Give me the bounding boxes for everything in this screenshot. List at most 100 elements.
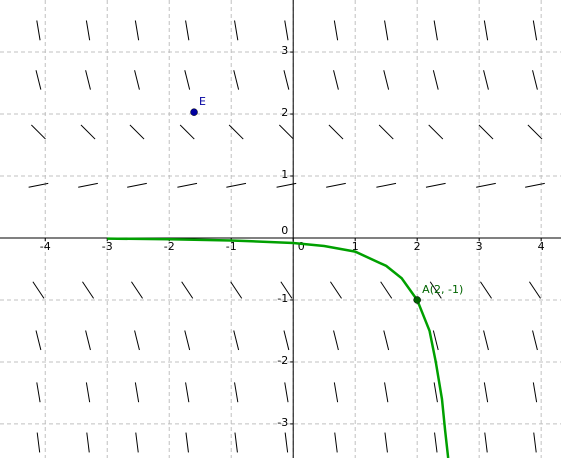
- slope-segment: [283, 70, 290, 90]
- slope-segment: [280, 281, 293, 299]
- y-tick-label: 3: [281, 44, 288, 57]
- slope-segment: [376, 182, 397, 188]
- slope-segment: [233, 70, 240, 90]
- slope-segment: [480, 281, 492, 299]
- x-tick-label: -3: [102, 240, 113, 253]
- slope-segment: [529, 281, 541, 299]
- x-tick-label: 3: [476, 240, 483, 253]
- point-label: A(2, -1): [422, 283, 463, 296]
- slope-segment: [330, 281, 342, 299]
- slope-segment: [378, 124, 394, 140]
- slope-segment: [432, 330, 439, 351]
- y-tick-label: 2: [281, 106, 288, 119]
- slope-segment: [384, 432, 388, 453]
- slope-segment: [425, 182, 446, 188]
- slope-segment: [36, 20, 41, 41]
- point: [413, 296, 421, 304]
- slope-segment: [283, 330, 290, 351]
- slope-segment: [276, 182, 297, 188]
- slope-segment: [31, 124, 46, 140]
- slope-segment: [234, 20, 239, 41]
- slope-segment: [434, 432, 438, 453]
- slope-segment: [483, 330, 489, 351]
- slope-segment: [134, 382, 140, 403]
- slope-segment: [432, 70, 439, 90]
- y-tick-label: -1: [277, 292, 288, 305]
- slope-segment: [527, 124, 543, 140]
- slope-segment: [380, 281, 393, 299]
- slope-segment: [228, 124, 244, 140]
- slope-segment: [177, 182, 198, 188]
- slope-segment: [284, 432, 289, 453]
- slope-segment: [28, 182, 49, 188]
- slope-segment: [233, 330, 240, 351]
- slope-segment: [184, 70, 191, 90]
- slope-segment: [428, 124, 444, 140]
- slope-segment: [333, 382, 339, 403]
- slope-segment: [181, 281, 194, 299]
- slope-segment: [135, 432, 139, 453]
- x-tick-label: -4: [40, 240, 51, 253]
- slope-segment: [284, 20, 289, 41]
- slope-segment: [85, 20, 91, 41]
- x-tick-label: -2: [164, 240, 175, 253]
- slope-segment: [278, 124, 294, 140]
- slope-segment: [129, 124, 145, 140]
- point: [190, 108, 198, 116]
- slope-segment: [433, 382, 438, 403]
- slope-segment: [131, 281, 143, 299]
- slope-segment: [333, 20, 339, 41]
- slope-segment: [226, 182, 247, 188]
- solution-curve: [107, 237, 450, 458]
- slope-segment: [134, 330, 140, 351]
- slope-segment: [483, 382, 489, 403]
- slope-segment: [185, 432, 189, 453]
- slope-segment: [532, 70, 538, 90]
- slope-segment: [484, 432, 488, 453]
- slope-segment: [184, 330, 191, 351]
- slope-segment: [433, 20, 438, 41]
- slope-segment: [185, 20, 190, 41]
- slope-segment: [525, 182, 545, 188]
- slope-segment: [134, 20, 140, 41]
- slope-segment: [384, 20, 389, 41]
- slope-segment: [478, 124, 494, 140]
- y-tick-label: 1: [281, 168, 288, 181]
- x-tick-label: 1: [352, 240, 359, 253]
- x-tick-label: 4: [538, 240, 545, 253]
- x-tick-label: -1: [226, 240, 237, 253]
- slope-segment: [334, 432, 338, 453]
- slope-segment: [82, 281, 94, 299]
- slope-segment: [32, 281, 45, 299]
- slope-segment: [80, 124, 96, 140]
- slope-segment: [333, 330, 339, 351]
- slope-segment: [333, 70, 339, 90]
- slope-segment: [476, 182, 496, 188]
- slope-segment: [532, 20, 538, 41]
- slope-segment: [86, 432, 90, 453]
- slope-segment: [533, 432, 537, 453]
- slope-segment: [85, 382, 91, 403]
- slope-segment: [78, 182, 98, 188]
- slope-segment: [35, 330, 42, 351]
- x-tick-label: 0: [298, 240, 305, 253]
- slope-segment: [185, 382, 190, 403]
- slope-segment: [234, 432, 238, 453]
- slope-segment: [384, 382, 389, 403]
- y-tick-label: -3: [277, 416, 288, 429]
- slope-segment: [284, 382, 289, 403]
- slope-segment: [134, 70, 140, 90]
- slope-segment: [483, 70, 489, 90]
- slope-segment: [230, 281, 243, 299]
- slope-segment: [383, 70, 390, 90]
- slope-segment: [326, 182, 346, 188]
- slope-segment: [328, 124, 344, 140]
- slope-segment: [532, 382, 538, 403]
- slope-segment: [85, 330, 91, 351]
- x-tick-label: 2: [414, 240, 421, 253]
- slope-segment: [85, 70, 91, 90]
- slope-segment: [483, 20, 489, 41]
- slope-segment: [532, 330, 538, 351]
- slope-segment: [35, 70, 42, 90]
